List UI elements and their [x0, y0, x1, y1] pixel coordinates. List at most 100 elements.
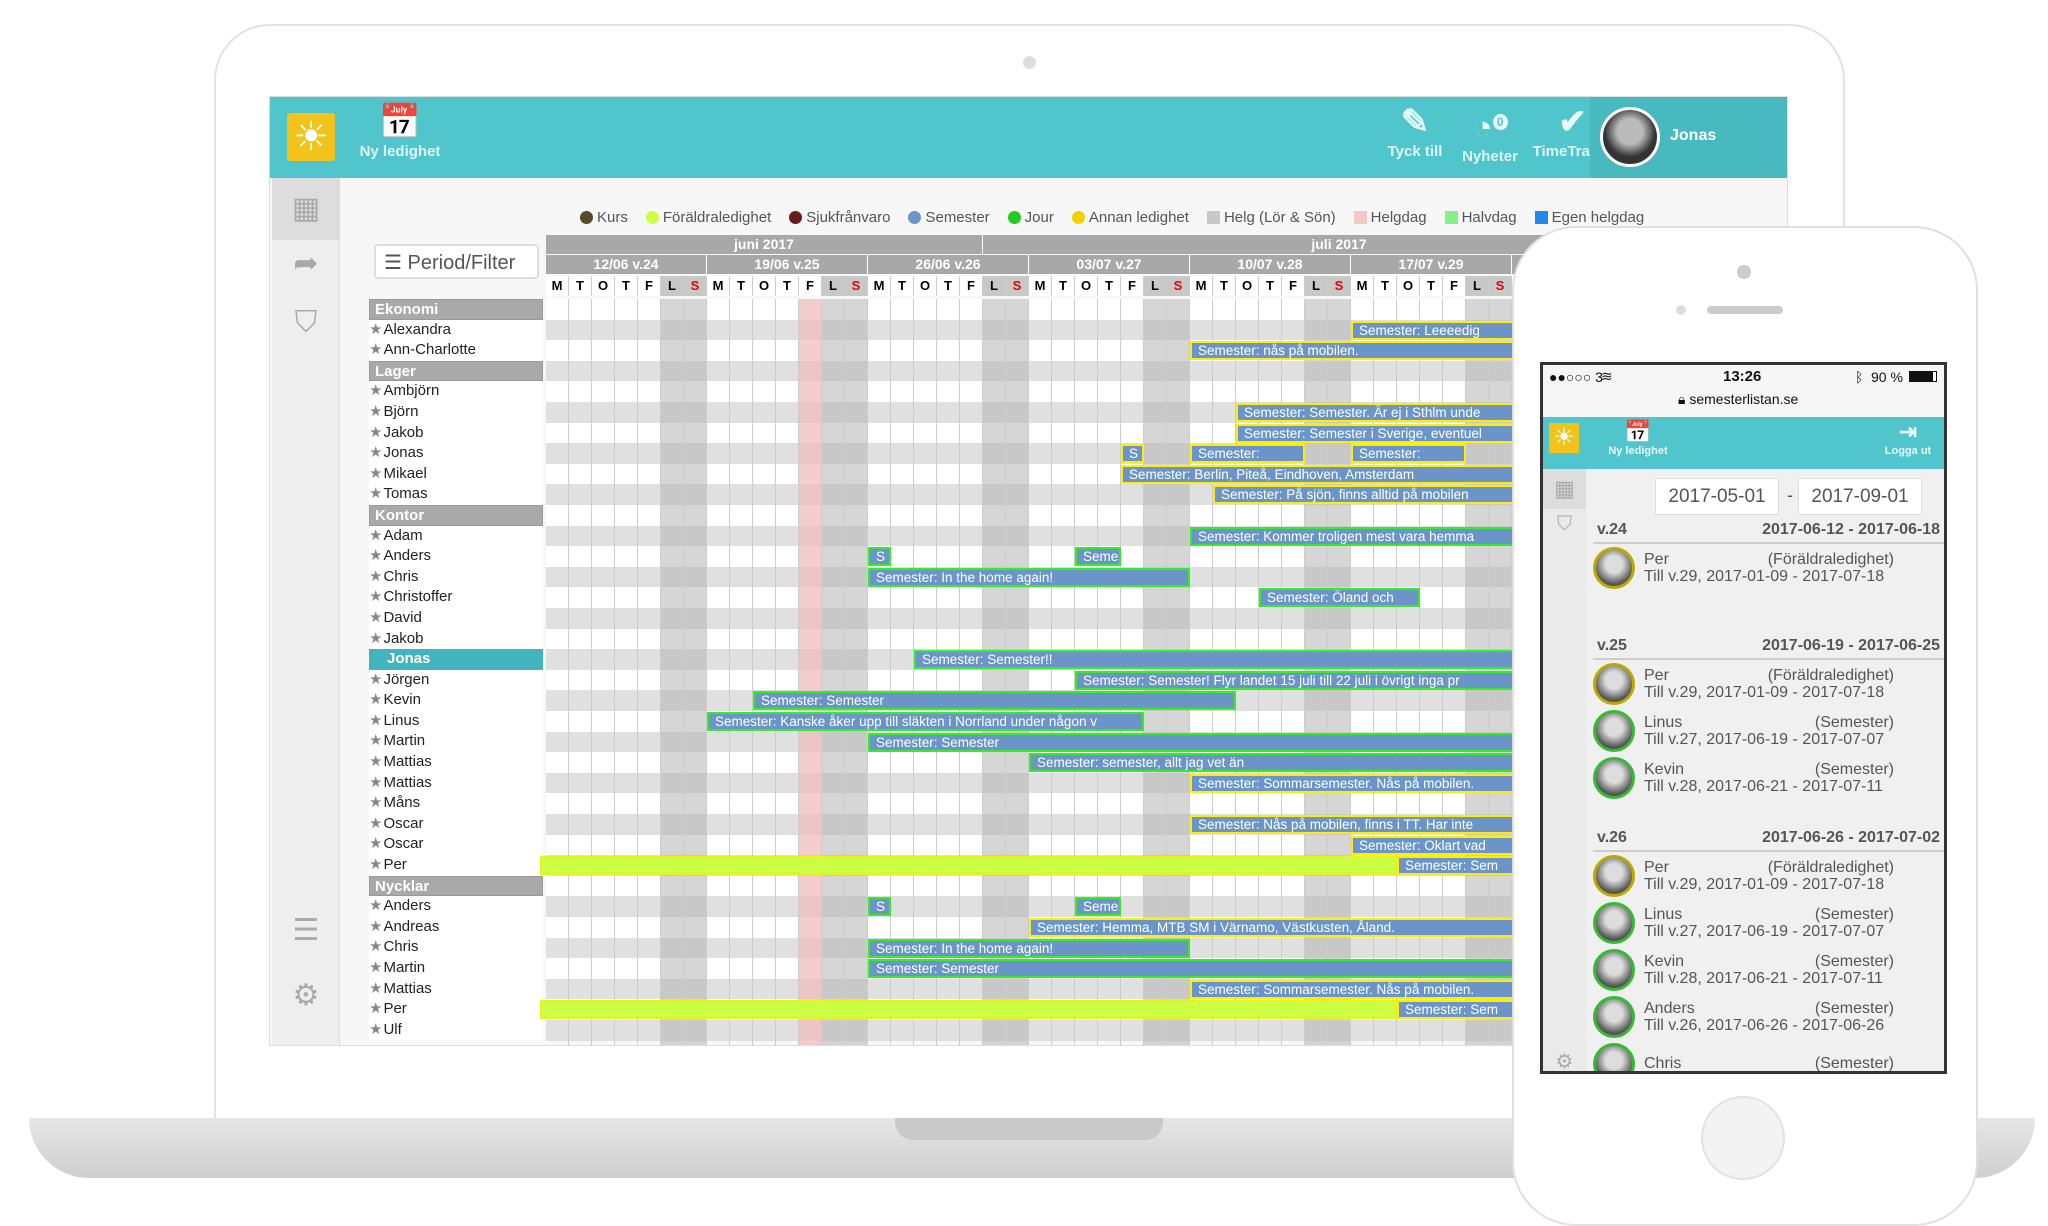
- person-row[interactable]: ★Linus: [369, 710, 543, 732]
- person-row[interactable]: ★Chris: [369, 566, 543, 588]
- leave-bar[interactable]: S: [1121, 444, 1144, 464]
- leave-bar[interactable]: S: [868, 897, 891, 917]
- leave-bar[interactable]: Semester: Kanske åker upp till släkten i…: [707, 712, 1144, 731]
- shield-user-icon[interactable]: ⛉: [294, 306, 318, 339]
- leave-list-item[interactable]: Per (Föräldraledighet) Till v.29, 2017-01-…: [1593, 544, 1944, 591]
- star-icon[interactable]: ★: [369, 382, 383, 400]
- person-row[interactable]: ★Jakob: [369, 422, 543, 444]
- star-icon[interactable]: ★: [369, 320, 383, 338]
- star-icon[interactable]: ★: [369, 938, 383, 956]
- star-icon[interactable]: ★: [369, 444, 383, 462]
- star-icon[interactable]: ★: [369, 670, 383, 688]
- star-icon[interactable]: ★: [369, 979, 383, 997]
- person-row[interactable]: ★Mikael: [369, 463, 543, 485]
- gear-icon[interactable]: ⚙: [1555, 1051, 1574, 1073]
- star-icon[interactable]: ★: [369, 814, 383, 832]
- person-row[interactable]: ★Mattias: [369, 772, 543, 794]
- logout-button[interactable]: ⇥ Logga ut: [1873, 419, 1943, 457]
- person-row[interactable]: ★Anders: [369, 896, 543, 917]
- export-icon[interactable]: ➦: [293, 247, 319, 280]
- leave-list-item[interactable]: Kevin (Semester) Till v.28, 2017-06-21 - 2…: [1593, 754, 1944, 801]
- leave-list-item[interactable]: Chris (Semester): [1593, 1040, 1944, 1071]
- leave-bar[interactable]: Semester: In the home again!: [868, 938, 1190, 958]
- star-icon[interactable]: ★: [369, 547, 383, 565]
- person-row[interactable]: ★Jonas: [369, 443, 543, 464]
- star-icon[interactable]: ★: [369, 464, 383, 482]
- star-icon[interactable]: ★: [369, 897, 383, 915]
- new-leave-button[interactable]: 📅 Ny ledighet: [1593, 419, 1683, 457]
- leave-list-item[interactable]: Linus (Semester) Till v.27, 2017-06-19 - 2…: [1593, 899, 1944, 946]
- star-icon[interactable]: ★: [369, 856, 383, 874]
- user-menu[interactable]: Jonas: [1590, 97, 1787, 178]
- star-icon[interactable]: ★: [369, 341, 383, 359]
- person-row[interactable]: ★Christoffer: [369, 587, 543, 608]
- person-row[interactable]: ★Björn: [369, 401, 543, 423]
- star-icon[interactable]: ★: [369, 1020, 383, 1038]
- leave-list-item[interactable]: Anders (Semester) Till v.26, 2017-06-26 - …: [1593, 993, 1944, 1040]
- person-row[interactable]: ★Tomas: [369, 484, 543, 505]
- star-icon[interactable]: ★: [369, 588, 383, 606]
- group-header[interactable]: Kontor: [369, 504, 543, 526]
- person-row[interactable]: ★Oscar: [369, 813, 543, 835]
- group-header[interactable]: Lager: [369, 360, 543, 382]
- leave-bar[interactable]: [540, 1000, 1397, 1020]
- star-icon[interactable]: ★: [369, 835, 383, 853]
- person-row[interactable]: ★Måns: [369, 793, 543, 814]
- leave-list-item[interactable]: Linus (Semester) Till v.27, 2017-06-19 - 2…: [1593, 707, 1944, 754]
- star-icon[interactable]: ★: [369, 485, 383, 503]
- period-filter-button[interactable]: ☰ Period/Filter: [374, 244, 539, 279]
- group-header[interactable]: Ekonomi: [369, 299, 543, 320]
- person-row[interactable]: ★Mattias: [369, 978, 543, 1000]
- sun-logo-icon[interactable]: ☀: [287, 113, 335, 161]
- person-row[interactable]: ★Ambjörn: [369, 381, 543, 402]
- calendar-icon[interactable]: ▦: [272, 178, 340, 240]
- star-icon[interactable]: ★: [369, 1000, 383, 1018]
- person-row[interactable]: ★Martin: [369, 958, 543, 979]
- star-icon[interactable]: ★: [369, 567, 383, 585]
- person-row[interactable]: ★Oscar: [369, 834, 543, 856]
- date-to-input[interactable]: 2017-09-01: [1798, 478, 1922, 515]
- leave-bar[interactable]: Semester:: [1351, 444, 1466, 464]
- news-button[interactable]: ◔ 0 Nyheter: [1450, 101, 1530, 165]
- person-row[interactable]: ★Alexandra: [369, 319, 543, 341]
- person-row[interactable]: ★Per: [369, 855, 543, 876]
- star-icon[interactable]: ★: [369, 732, 383, 750]
- star-icon[interactable]: ★: [369, 402, 383, 420]
- star-icon[interactable]: ★: [369, 917, 383, 935]
- shield-user-icon[interactable]: ⛉: [1557, 513, 1572, 535]
- star-icon[interactable]: ★: [369, 711, 383, 729]
- new-leave-button[interactable]: 📅 Ny ledighet: [345, 101, 455, 160]
- leave-bar[interactable]: Semester: Öland och: [1259, 588, 1420, 608]
- star-icon[interactable]: ★: [369, 608, 383, 626]
- person-row[interactable]: ★Andreas: [369, 916, 543, 938]
- leave-bar[interactable]: Semester:: [1190, 444, 1305, 464]
- leave-bar[interactable]: Semeste: [1075, 897, 1121, 917]
- leave-bar[interactable]: [540, 856, 1397, 876]
- person-row[interactable]: ★Mattias: [369, 752, 543, 773]
- star-icon[interactable]: ★: [369, 691, 383, 709]
- leave-bar[interactable]: Semester: In the home again!: [868, 567, 1190, 587]
- calendar-icon[interactable]: ▦: [1543, 469, 1586, 509]
- person-row[interactable]: ★Chris: [369, 937, 543, 958]
- url-bar[interactable]: 🔒︎ semesterlistan.se: [1678, 391, 1798, 408]
- leave-list-item[interactable]: Per (Föräldraledighet) Till v.29, 2017-01-…: [1593, 660, 1944, 707]
- group-header[interactable]: Nycklar: [369, 875, 543, 897]
- person-row[interactable]: ★Jakob: [369, 628, 543, 650]
- gear-icon[interactable]: ⚙: [292, 979, 320, 1012]
- person-row[interactable]: ★Per: [369, 999, 543, 1020]
- phone-home-button[interactable]: [1701, 1096, 1785, 1180]
- search-list-icon[interactable]: ☰: [292, 914, 320, 947]
- feedback-button[interactable]: ✎ Tyck till: [1375, 101, 1455, 160]
- person-row[interactable]: ★Adam: [369, 525, 543, 547]
- star-icon[interactable]: ★: [369, 526, 383, 544]
- star-icon[interactable]: ★: [369, 773, 383, 791]
- person-row[interactable]: ★Jörgen: [369, 669, 543, 691]
- person-row[interactable]: ★Martin: [369, 731, 543, 753]
- person-row[interactable]: ★Kevin: [369, 690, 543, 711]
- star-icon[interactable]: ★: [369, 959, 383, 976]
- person-row[interactable]: ★Ann-Charlotte: [369, 340, 543, 361]
- person-row[interactable]: ★Ulf: [369, 1019, 543, 1041]
- star-icon[interactable]: ★: [369, 794, 383, 812]
- date-from-input[interactable]: 2017-05-01: [1655, 478, 1779, 515]
- leave-bar[interactable]: Semester: Semester: [753, 691, 1236, 711]
